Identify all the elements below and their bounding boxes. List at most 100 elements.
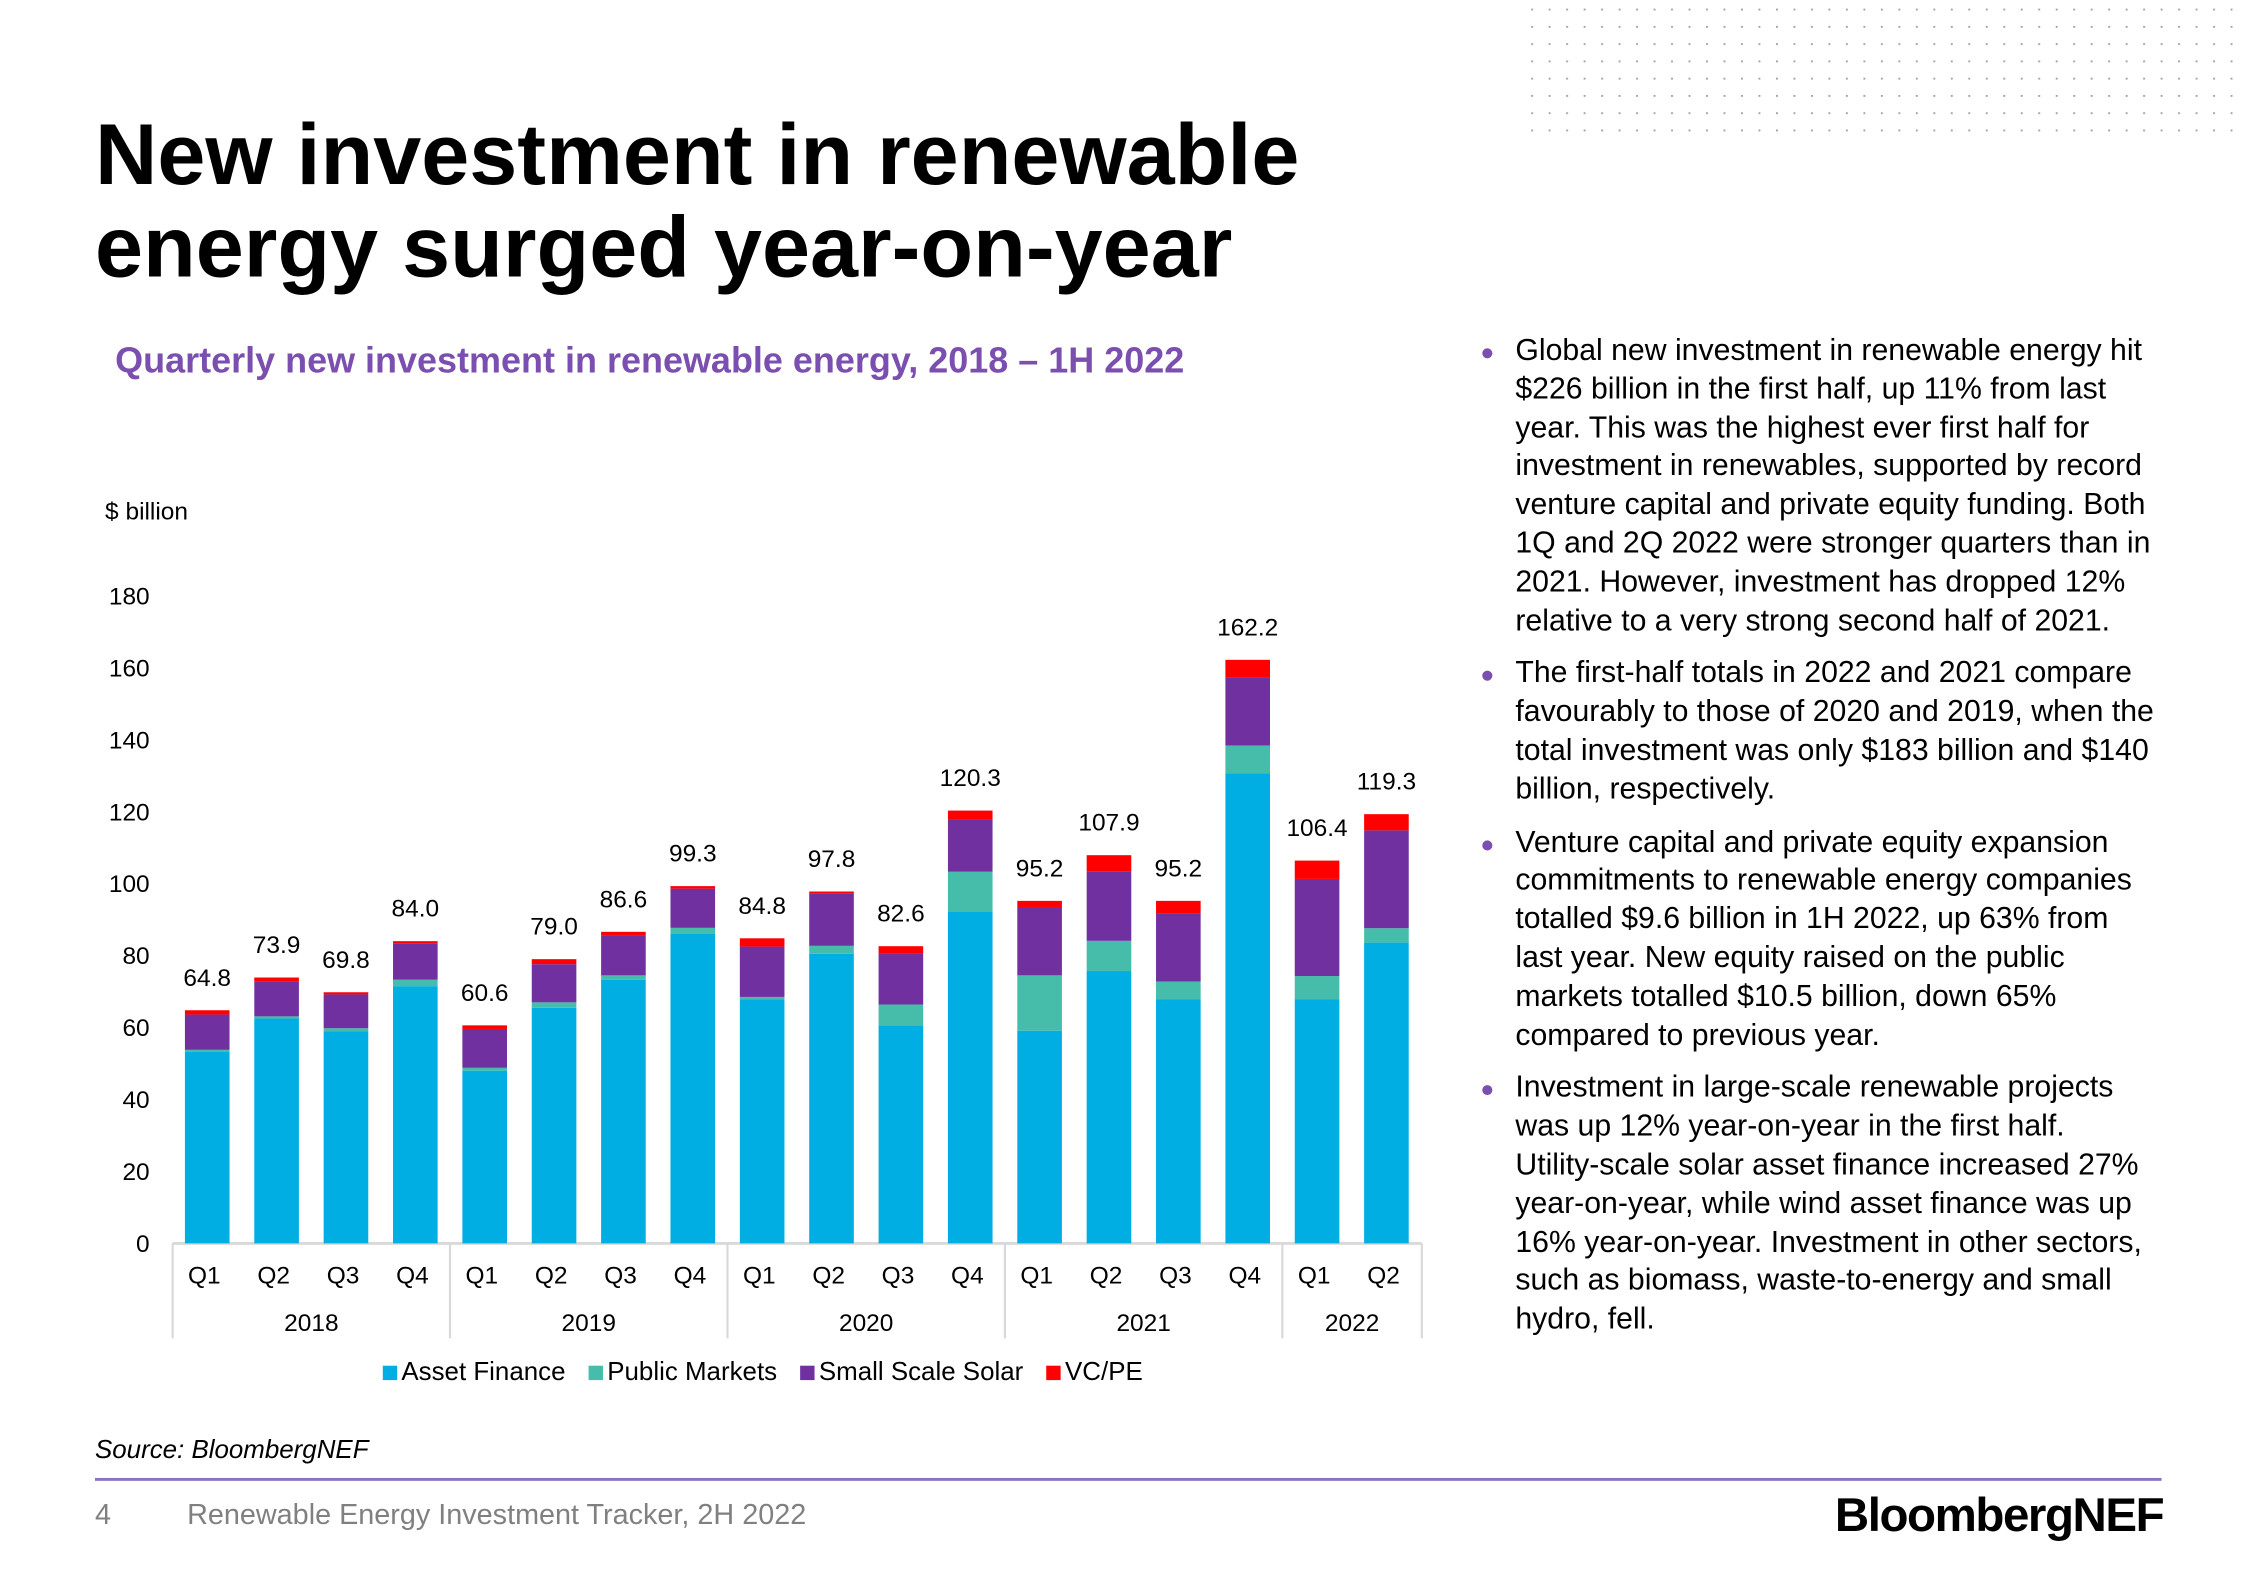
bar-segment-small-scale-solar	[393, 943, 438, 980]
bar-segment-vc-pe	[1086, 855, 1132, 872]
bar-segment-asset-finance	[1017, 1030, 1062, 1244]
page-number: 4	[94, 1499, 111, 1532]
x-tick-label: Q1	[465, 1263, 498, 1290]
bar-segment-small-scale-solar	[1156, 913, 1201, 982]
bar-segment-public-markets	[809, 945, 854, 954]
x-tick-label: Q2	[1367, 1263, 1400, 1290]
y-tick-label: 40	[122, 1087, 149, 1114]
bar-segment-small-scale-solar	[670, 888, 716, 928]
bar-segment-public-markets	[531, 1002, 577, 1008]
bar-segment-asset-finance	[809, 953, 854, 1244]
bar-segment-asset-finance	[393, 986, 438, 1244]
bar-segment-public-markets	[878, 1004, 924, 1026]
bar-segment-public-markets	[947, 871, 993, 912]
title-line-2: energy surged year-on-year	[94, 198, 1233, 296]
bar-segment-public-markets	[601, 975, 646, 980]
total-data-label: 84.8	[738, 893, 786, 920]
bar-segment-vc-pe	[739, 938, 785, 947]
y-tick-label: 100	[109, 871, 150, 898]
bar-segment-small-scale-solar	[601, 935, 646, 976]
source-note: Source: BloombergNEF	[94, 1434, 369, 1464]
bullet-item: Global new investment in renewable energ…	[1479, 332, 2155, 641]
x-tick-label: Q1	[743, 1263, 776, 1290]
bar-segment-public-markets	[1086, 940, 1132, 972]
total-data-label: 99.3	[669, 841, 717, 868]
year-group-label: 2020	[839, 1310, 893, 1337]
bar-segment-public-markets	[1156, 981, 1201, 1000]
bar-segment-small-scale-solar	[1364, 830, 1409, 929]
bar-segment-vc-pe	[1364, 814, 1409, 831]
bar-segment-small-scale-solar	[1225, 677, 1271, 746]
bar-segment-vc-pe	[393, 941, 438, 944]
bar-segment-public-markets	[462, 1067, 507, 1071]
title-line-1: New investment in renewable	[94, 106, 1300, 203]
y-axis-label: $ billion	[105, 497, 189, 526]
bar-segment-vc-pe	[184, 1010, 230, 1015]
bar-segment-vc-pe	[601, 931, 646, 936]
bar-segment-asset-finance	[670, 933, 716, 1244]
bar-segment-vc-pe	[1156, 900, 1201, 914]
bar-segment-public-markets	[184, 1049, 230, 1052]
bar-segment-asset-finance	[878, 1025, 924, 1244]
bar-segment-public-markets	[739, 996, 785, 1000]
footer-divider	[94, 1477, 2162, 1481]
bullet-item: Investment in large-scale renewable proj…	[1479, 1070, 2155, 1340]
bullet-item: Venture capital and private equity expan…	[1479, 824, 2155, 1055]
bar-segment-small-scale-solar	[1017, 906, 1062, 976]
total-data-label: 95.2	[1155, 855, 1203, 882]
legend-swatch	[588, 1365, 603, 1381]
x-tick-label: Q4	[951, 1263, 984, 1290]
year-group-label: 2019	[562, 1310, 616, 1337]
bullet-dot-icon	[1482, 839, 1493, 850]
x-tick-label: Q2	[812, 1263, 845, 1290]
bar-segment-small-scale-solar	[531, 964, 577, 1003]
total-data-label: 107.9	[1078, 810, 1139, 837]
bar-segment-asset-finance	[323, 1031, 369, 1244]
legend-label: VC/PE	[1065, 1357, 1143, 1386]
y-tick-label: 180	[109, 583, 150, 610]
y-tick-label: 120	[109, 799, 150, 826]
x-tick-label: Q2	[535, 1263, 568, 1290]
total-data-label: 97.8	[808, 846, 856, 873]
total-data-label: 119.3	[1357, 769, 1416, 796]
bar-segment-asset-finance	[601, 979, 646, 1244]
bar-segment-vc-pe	[670, 886, 716, 889]
bullet-dot-icon	[1482, 671, 1493, 682]
total-data-label: 120.3	[940, 765, 1001, 792]
legend-swatch	[1046, 1365, 1061, 1381]
dot-grid-decoration	[1525, 0, 2238, 136]
bar-segment-asset-finance	[254, 1018, 299, 1244]
x-tick-label: Q4	[1229, 1263, 1262, 1290]
year-group-label: 2018	[284, 1310, 338, 1337]
legend-item: Asset Finance	[382, 1357, 566, 1387]
legend-label: Asset Finance	[401, 1357, 566, 1386]
y-tick-label: 60	[122, 1015, 149, 1042]
bar-segment-public-markets	[670, 927, 716, 934]
bar-segment-vc-pe	[323, 992, 369, 995]
legend-item: VC/PE	[1046, 1357, 1143, 1387]
bar-segment-public-markets	[1017, 975, 1062, 1031]
bar-segment-small-scale-solar	[462, 1028, 507, 1068]
bar-segment-small-scale-solar	[323, 994, 369, 1029]
bar-segment-small-scale-solar	[739, 946, 785, 997]
bar-segment-public-markets	[1364, 928, 1409, 943]
bar-segment-public-markets	[254, 1016, 299, 1019]
bar-segment-vc-pe	[254, 977, 299, 982]
bar-segment-small-scale-solar	[1086, 871, 1132, 941]
x-tick-label: Q2	[1090, 1263, 1123, 1290]
bar-segment-asset-finance	[184, 1051, 230, 1244]
x-tick-label: Q1	[1298, 1263, 1331, 1290]
total-data-label: 69.8	[322, 947, 370, 974]
bar-segment-small-scale-solar	[184, 1014, 230, 1050]
bar-segment-asset-finance	[1294, 999, 1340, 1244]
legend-label: Small Scale Solar	[818, 1357, 1024, 1386]
bullet-item: The first-half totals in 2022 and 2021 c…	[1479, 655, 2155, 809]
total-data-label: 64.8	[183, 965, 231, 992]
bar-segment-asset-finance	[1086, 971, 1132, 1244]
bar-segment-public-markets	[393, 979, 438, 987]
x-tick-label: Q3	[604, 1263, 637, 1290]
bullet-dot-icon	[1482, 1085, 1493, 1096]
y-tick-label: 80	[122, 943, 149, 970]
total-data-label: 162.2	[1217, 614, 1278, 641]
legend-label: Public Markets	[607, 1357, 778, 1386]
